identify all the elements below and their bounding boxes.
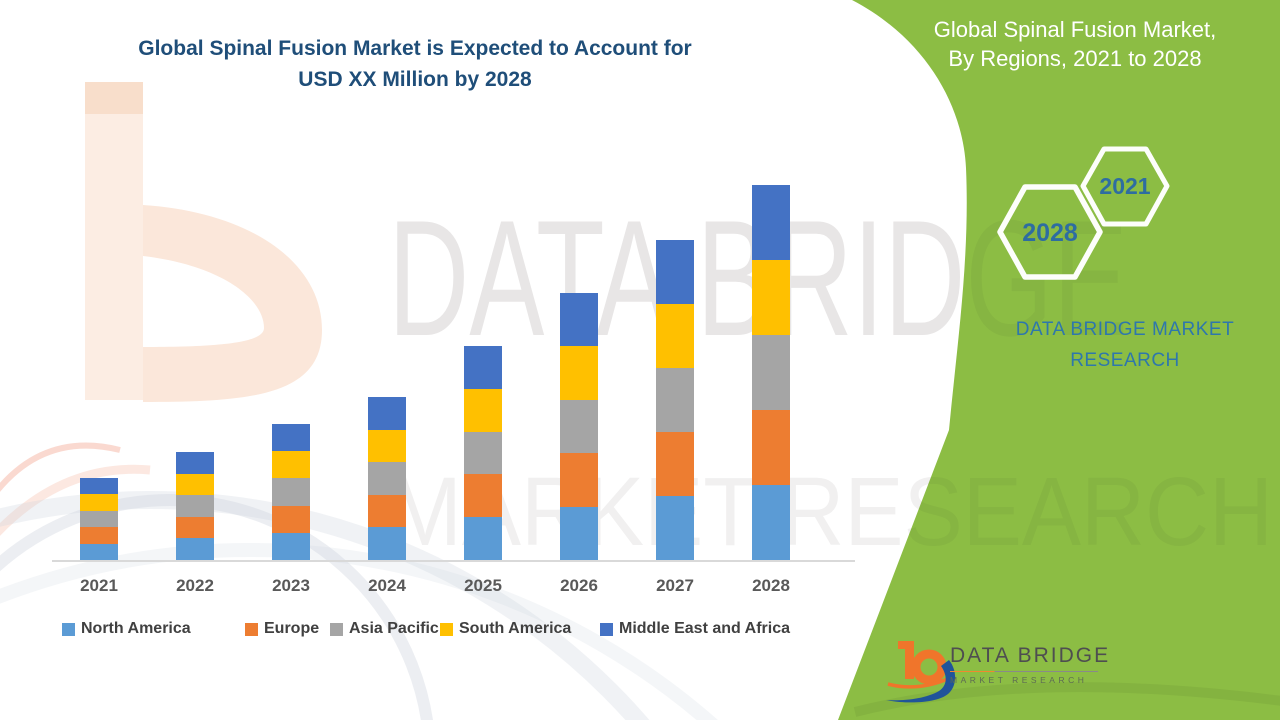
logo-subtitle: MARKET RESEARCH <box>950 675 1088 685</box>
x-axis-line <box>52 560 855 562</box>
watermark-b-stem <box>85 82 143 400</box>
watermark-swoosh-circle-3 <box>0 543 718 720</box>
chart-title: Global Spinal Fusion Market is Expected … <box>60 33 770 95</box>
panel-title: Global Spinal Fusion Market, By Regions,… <box>890 15 1260 73</box>
hexagon-badges: 2021 2028 <box>997 146 1170 280</box>
legend-label: Asia Pacific <box>349 620 439 637</box>
watermark-red-arc <box>0 442 121 492</box>
watermark-swoosh-circle <box>0 494 433 720</box>
legend-item-europe: Europe <box>245 620 319 638</box>
watermark-b-cap <box>85 82 143 114</box>
legend-swatch <box>330 622 343 636</box>
databridge-logo-icon <box>886 641 956 703</box>
watermark-swoosh-circle-2 <box>0 491 650 720</box>
legend-swatch <box>600 622 613 636</box>
legend-item-north-america: North America <box>62 620 191 638</box>
hexagon-2021 <box>1080 146 1170 227</box>
legend-item-asia-pacific: Asia Pacific <box>330 620 439 638</box>
brand-text-line1: DATA BRIDGE MARKET <box>1015 319 1235 340</box>
logo-blue-swoosh <box>886 660 956 703</box>
hexagon-2021-label: 2021 <box>1099 173 1150 199</box>
legend-swatch <box>62 622 75 636</box>
chart-legend: North America Europe Asia Pacific South Ame… <box>0 620 860 640</box>
legend-label: South America <box>459 620 572 637</box>
databridge-logo-text: DATA BRIDGE MARKET RESEARCH <box>950 644 1120 685</box>
chart-title-line1: Global Spinal Fusion Market is Expected … <box>138 37 692 60</box>
logo-b-hook <box>898 641 914 649</box>
logo-divider <box>950 671 1098 672</box>
panel-title-line1: Global Spinal Fusion Market, <box>933 17 1217 42</box>
legend-swatch <box>440 622 453 636</box>
panel-title-line2: By Regions, 2021 to 2028 <box>948 46 1202 71</box>
brand-text-line2: RESEARCH <box>1070 350 1180 371</box>
watermark-b-bowl <box>143 205 322 402</box>
logo-orange-swoosh <box>887 676 951 689</box>
legend-swatch <box>245 622 258 636</box>
hexagon-2028 <box>997 184 1103 280</box>
logo-b-stem <box>905 641 914 679</box>
brand-text: DATA BRIDGE MARKET RESEARCH <box>960 314 1280 376</box>
legend-label: Europe <box>264 620 320 637</box>
logo-name: DATA BRIDGE <box>950 644 1111 667</box>
hexagon-2028-label: 2028 <box>1022 219 1078 247</box>
legend-item-middle-east-and-africa: Middle East and Africa <box>600 620 790 638</box>
chart-title-line2: USD XX Million by 2028 <box>298 68 532 91</box>
watermark-red-arc-2 <box>0 464 151 536</box>
watermark-logo-b <box>0 82 718 720</box>
legend-item-south-america: South America <box>440 620 571 638</box>
legend-label: Middle East and Africa <box>619 620 790 637</box>
legend-label: North America <box>81 620 191 637</box>
